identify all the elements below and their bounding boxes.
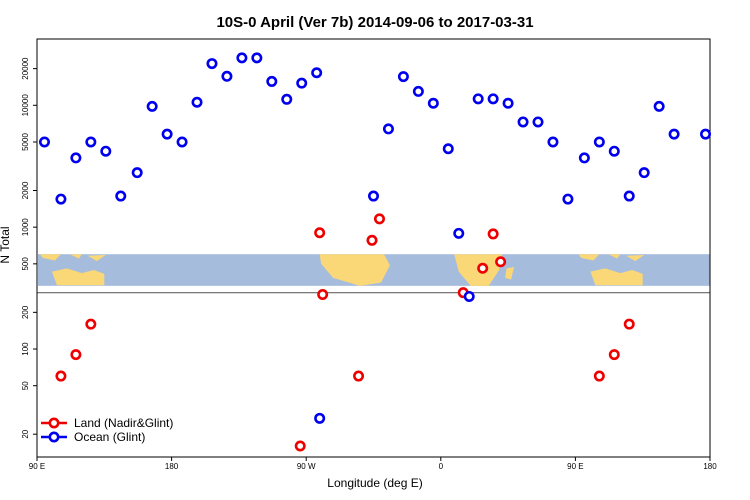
x-tick-label: 180 — [165, 462, 179, 471]
land-point — [487, 228, 499, 240]
legend: Land (Nadir&Glint) Ocean (Glint) — [41, 416, 173, 444]
y-tick-label: 20 — [21, 429, 30, 438]
ocean-point — [608, 145, 620, 157]
data-points — [38, 52, 712, 452]
y-tick-label: 5000 — [21, 133, 30, 151]
ocean-point — [578, 152, 590, 164]
ocean-point — [236, 52, 248, 64]
land-point — [85, 318, 97, 330]
australia-shape — [590, 268, 643, 286]
island-shape — [87, 254, 106, 262]
y-tick-label: 500 — [21, 257, 30, 271]
y-tick-label: 20000 — [21, 57, 30, 80]
land-point — [317, 289, 329, 301]
ocean-point — [251, 52, 263, 64]
ocean-point — [442, 143, 454, 155]
chart-title: 10S-0 April (Ver 7b) 2014-09-06 to 2017-… — [216, 14, 533, 31]
ocean-point — [502, 97, 514, 109]
land-point — [623, 318, 635, 330]
madagascar-shape — [505, 266, 515, 280]
ocean-point — [427, 97, 439, 109]
y-tick-label: 200 — [21, 305, 30, 319]
ocean-point — [131, 167, 143, 179]
ocean-point — [191, 96, 203, 108]
island-shape — [626, 254, 645, 262]
legend-ocean-marker — [48, 431, 60, 443]
land-point — [55, 370, 67, 382]
land-point — [495, 256, 507, 268]
ocean-point — [517, 116, 529, 128]
ocean-point — [221, 70, 233, 82]
island-shape — [608, 254, 621, 259]
ocean-point — [70, 152, 82, 164]
ocean-point — [367, 190, 379, 202]
land-point — [477, 262, 489, 274]
y-tick-label: 50 — [21, 381, 30, 390]
land-point — [593, 370, 605, 382]
ocean-point — [311, 67, 323, 79]
legend-ocean-label: Ocean (Glint) — [74, 430, 145, 444]
y-tick-label: 2000 — [21, 181, 30, 199]
x-axis-title: Longitude (deg E) — [327, 476, 422, 490]
ocean-point — [593, 136, 605, 148]
x-tick-label: 90 E — [29, 462, 45, 471]
land-point — [373, 213, 385, 225]
ocean-point — [547, 136, 559, 148]
ocean-point — [281, 93, 293, 105]
ocean-point — [266, 75, 278, 87]
ocean-point — [412, 85, 424, 97]
x-tick-label: 180 — [703, 462, 717, 471]
ocean-point — [453, 227, 465, 239]
land-point — [70, 349, 82, 361]
x-tick-label: 0 — [439, 462, 444, 471]
land-point — [314, 227, 326, 239]
ocean-point — [562, 193, 574, 205]
south-america-shape — [319, 254, 390, 286]
ocean-point — [206, 58, 218, 70]
island-shape — [69, 254, 82, 259]
ocean-point — [85, 136, 97, 148]
y-axis: 20 50 100 200 500 1000 2000 5000 10000 20000 — [21, 57, 37, 439]
ocean-point — [397, 71, 409, 83]
land-masses — [39, 254, 645, 286]
ocean-point — [100, 145, 112, 157]
ocean-point — [653, 100, 665, 112]
ocean-point — [176, 136, 188, 148]
ocean-point — [382, 123, 394, 135]
legend-land-marker — [48, 417, 60, 429]
ocean-point — [623, 190, 635, 202]
ocean-point — [472, 93, 484, 105]
ocean-point — [161, 128, 173, 140]
ocean-point — [115, 190, 127, 202]
x-tick-label: 90 W — [297, 462, 316, 471]
island-shape — [39, 254, 61, 261]
map-band — [38, 254, 710, 286]
x-axis: 90 E 180 90 W 0 90 E 180 — [29, 457, 717, 471]
ocean-point — [700, 128, 712, 140]
y-tick-label: 1000 — [21, 218, 30, 236]
ocean-point — [463, 290, 475, 302]
plot-frame — [36, 38, 711, 458]
y-tick-label: 100 — [21, 342, 30, 356]
land-point — [353, 370, 365, 382]
legend-land-label: Land (Nadir&Glint) — [74, 416, 173, 430]
ocean-point — [314, 412, 326, 424]
ocean-point — [487, 93, 499, 105]
ocean-point — [296, 77, 308, 89]
ocean-point — [668, 128, 680, 140]
ocean-point — [532, 116, 544, 128]
ocean-point — [638, 167, 650, 179]
y-tick-label: 10000 — [21, 94, 30, 117]
land-point — [608, 349, 620, 361]
ocean-point — [38, 136, 50, 148]
ocean-point — [55, 193, 67, 205]
x-tick-label: 90 E — [567, 462, 583, 471]
ocean-point — [146, 100, 158, 112]
land-point — [294, 440, 306, 452]
y-axis-title: N Total — [0, 226, 12, 263]
australia-shape — [51, 268, 105, 286]
island-shape — [578, 254, 600, 261]
land-point — [366, 234, 378, 246]
